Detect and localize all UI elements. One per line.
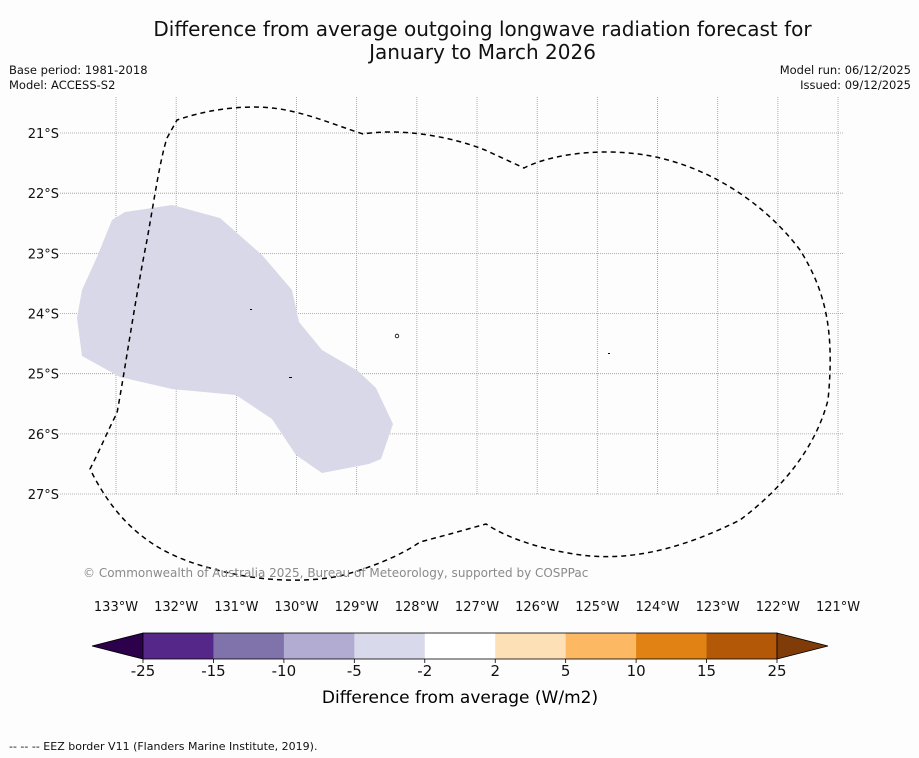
issued-text: Issued: 09/12/2025 [800,78,911,92]
colorbar-bin [565,633,637,659]
model-run-text: Model run: 06/12/2025 [779,63,911,77]
colorbar-bin [213,633,285,659]
copyright-text: © Commonwealth of Australia 2025, Bureau… [83,566,588,580]
longitude-label: 127°W [455,600,499,615]
colorbar-bin [143,633,214,659]
latitude-labels: 21°S 22°S 23°S 24°S 25°S 26°S 27°S [28,127,59,503]
colorbar-tick-label: -15 [201,662,226,680]
longitude-label: 126°W [515,600,559,615]
longitude-label: 123°W [696,600,740,615]
colorbar-tick-label: 10 [627,662,646,680]
colorbar-bin [354,633,426,659]
chart-title: Difference from average outgoing longwav… [0,18,919,64]
longitude-label: 128°W [395,600,439,615]
colorbar-bin [636,633,707,659]
colorbar-tick-label: 5 [561,662,571,680]
colorbar-bin [495,633,567,659]
colorbar-label: Difference from average (W/m2) [322,688,598,708]
longitude-label: 124°W [635,600,679,615]
colorbar-bins [142,632,778,660]
longitude-label: 132°W [154,600,198,615]
colorbar-bin [424,633,496,659]
colorbar-tick-label: -5 [347,662,362,680]
longitude-label: 131°W [214,600,258,615]
eez-border [89,106,831,581]
colorbar-tick-label: 2 [490,662,500,680]
colorbar: -25 -15 -10 -5 -2 2 5 10 15 25 Difference from av… [91,632,829,708]
model-text: Model: ACCESS-S2 [9,78,116,92]
longitude-label: 125°W [575,600,619,615]
negative-anomaly-region [77,205,393,473]
latitude-label: 23°S [28,247,59,262]
meta-right: Model run: 06/12/2025 Issued: 09/12/2025 [780,63,911,93]
latitude-label: 27°S [28,488,59,503]
colorbar-tick-label: 15 [697,662,716,680]
latitude-label: 21°S [28,127,59,142]
colorbar-ticks: -25 -15 -10 -5 -2 2 5 10 15 25 [131,659,787,680]
colorbar-tick-label: -25 [131,662,156,680]
latitude-label: 26°S [28,428,59,443]
colorbar-bin [283,633,355,659]
latitude-label: 25°S [28,368,59,383]
latitude-label: 22°S [28,187,59,202]
islet [394,333,400,339]
longitude-label: 129°W [335,600,379,615]
footnote: -- -- -- EEZ border V11 (Flanders Marine… [9,740,318,753]
base-period-text: Base period: 1981-2018 [9,63,148,77]
longitude-label: 130°W [274,600,318,615]
meta-left: Base period: 1981-2018 Model: ACCESS-S2 [9,63,148,93]
longitude-label: 121°W [816,600,860,615]
latitude-label: 24°S [28,308,59,323]
map-figure: © Commonwealth of Australia 2025, Bureau… [28,97,860,708]
colorbar-under-arrow [91,632,144,660]
islet [608,353,610,354]
longitude-label: 122°W [756,600,800,615]
colorbar-tick-label: -10 [272,662,297,680]
longitude-label: 133°W [94,600,138,615]
islet [289,377,292,378]
colorbar-bin [706,633,778,659]
colorbar-tick-label: 25 [767,662,786,680]
colorbar-tick-label: -2 [417,662,432,680]
title-line-1: Difference from average outgoing longwav… [153,17,812,41]
small-features [250,309,610,378]
islet [250,309,252,310]
title-line-2: January to March 2026 [369,40,596,64]
longitude-labels: 133°W 132°W 131°W 130°W 129°W 128°W 127°W 126°W… [94,600,860,615]
colorbar-over-arrow [776,632,829,660]
